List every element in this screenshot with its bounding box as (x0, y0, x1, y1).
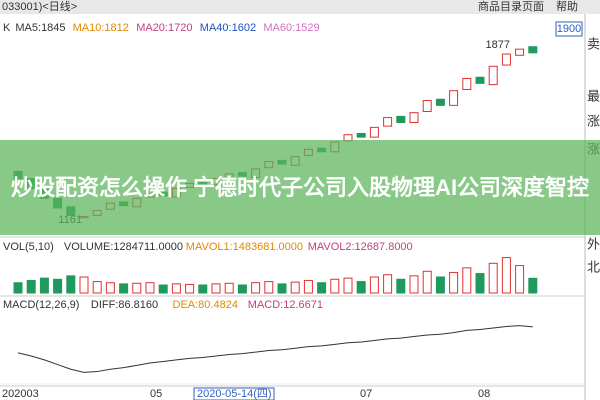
candle (515, 48, 525, 56)
x-label: 08 (478, 388, 490, 400)
volume-bar (343, 277, 353, 294)
date-box (193, 387, 275, 400)
volume-bar (224, 282, 234, 294)
ma-legend: MA20:1720 (136, 22, 192, 34)
volume-bar (422, 270, 432, 294)
volume-bar (79, 276, 89, 294)
vol-legend: MAVOL1:1483681.0000 (186, 241, 303, 253)
x-label: 05 (150, 388, 162, 400)
banner-text: 炒股配资怎么操作 宁德时代子公司入股物理AI公司深度智控 (10, 174, 590, 200)
candle (369, 126, 379, 138)
volume-bar (290, 281, 300, 294)
sidebar-label: 最 (587, 88, 600, 103)
volume-bar (39, 277, 49, 294)
macd-legend: MACD:12.6671 (248, 299, 323, 311)
macd-legend: DIFF:86.8160 (91, 299, 158, 311)
volume-bar (449, 271, 459, 294)
volume-bar (251, 282, 261, 294)
ma-legend: MA10:1812 (73, 22, 129, 34)
candle (409, 112, 419, 123)
sidebar-label: 卖 (587, 36, 600, 51)
volume-bar (435, 276, 445, 294)
candle (475, 76, 485, 84)
volume-bar (13, 282, 23, 294)
candle (501, 53, 511, 66)
sidebar-label: 涨 (587, 113, 600, 128)
volume-bar (317, 282, 327, 294)
candle (462, 77, 472, 90)
volume-bar (356, 281, 366, 294)
candle (435, 98, 445, 106)
candle (488, 65, 498, 86)
candle (383, 117, 393, 127)
high-label: 1877 (486, 39, 510, 51)
volume-bar (409, 275, 419, 294)
volume-bar (264, 281, 274, 294)
candle (396, 115, 406, 123)
x-label: 202003 (2, 388, 39, 400)
volume-bar (528, 277, 538, 294)
volume-bar (488, 262, 498, 294)
candle (528, 46, 538, 54)
menu-item[interactable]: 商品目录 (478, 0, 522, 13)
vol-legend: MAVOL2:12687.8000 (308, 241, 413, 253)
price-box (555, 21, 583, 37)
x-label: 2020-05-14(四) (197, 388, 272, 400)
volume-bar (53, 278, 63, 294)
ma-legend: K (3, 22, 11, 34)
vol-legend: VOL(5,10) (3, 241, 54, 253)
diff-line (17, 325, 533, 373)
volume-bar (501, 257, 511, 294)
volume-bar (132, 282, 142, 294)
volume-bar (119, 283, 129, 294)
sidebar-label: 外 (587, 236, 600, 251)
ma-legend: MA40:1602 (200, 22, 256, 34)
macd-legend: DEA:80.4824 (173, 299, 238, 311)
volume-bar (475, 273, 485, 294)
volume-bar (330, 278, 340, 294)
x-label: 07 (360, 388, 372, 400)
volume-bar (26, 279, 36, 294)
volume-bar (92, 281, 102, 294)
menu-item[interactable]: 页面 (522, 1, 544, 13)
menu-item[interactable]: 帮助 (556, 0, 578, 13)
volume-bar (198, 284, 208, 294)
volume-bar (383, 274, 393, 294)
vol-legend: VOLUME:1284711.0000 (64, 241, 183, 253)
macd-legend: MACD(12,26,9) (3, 299, 79, 311)
volume-bar (158, 284, 168, 294)
candle (422, 99, 432, 112)
price-box-text: 1900 (557, 23, 581, 35)
volume-bar (66, 275, 76, 294)
volume-bar (515, 265, 525, 294)
candle (356, 132, 366, 138)
banner: 炒股配资怎么操作 宁德时代子公司入股物理AI公司深度智控 (0, 140, 600, 235)
volume-bar (211, 283, 221, 294)
volume-bar (145, 282, 155, 294)
top-bar (0, 0, 600, 14)
volume-bar (303, 279, 313, 294)
candle (449, 90, 459, 106)
volume-bar (396, 278, 406, 294)
ma-legend: MA60:1529 (263, 22, 319, 34)
volume-bar (105, 282, 115, 294)
volume-bar (185, 283, 195, 294)
volume-bar (462, 267, 472, 294)
code: 033001)<日线> (2, 0, 77, 13)
ma-legend: MA5:1845 (15, 22, 65, 34)
volume-bar (237, 284, 247, 294)
volume-bar (369, 276, 379, 294)
sidebar-label: 北 (587, 259, 600, 274)
volume-bar (277, 283, 287, 294)
volume-bar (171, 283, 181, 294)
